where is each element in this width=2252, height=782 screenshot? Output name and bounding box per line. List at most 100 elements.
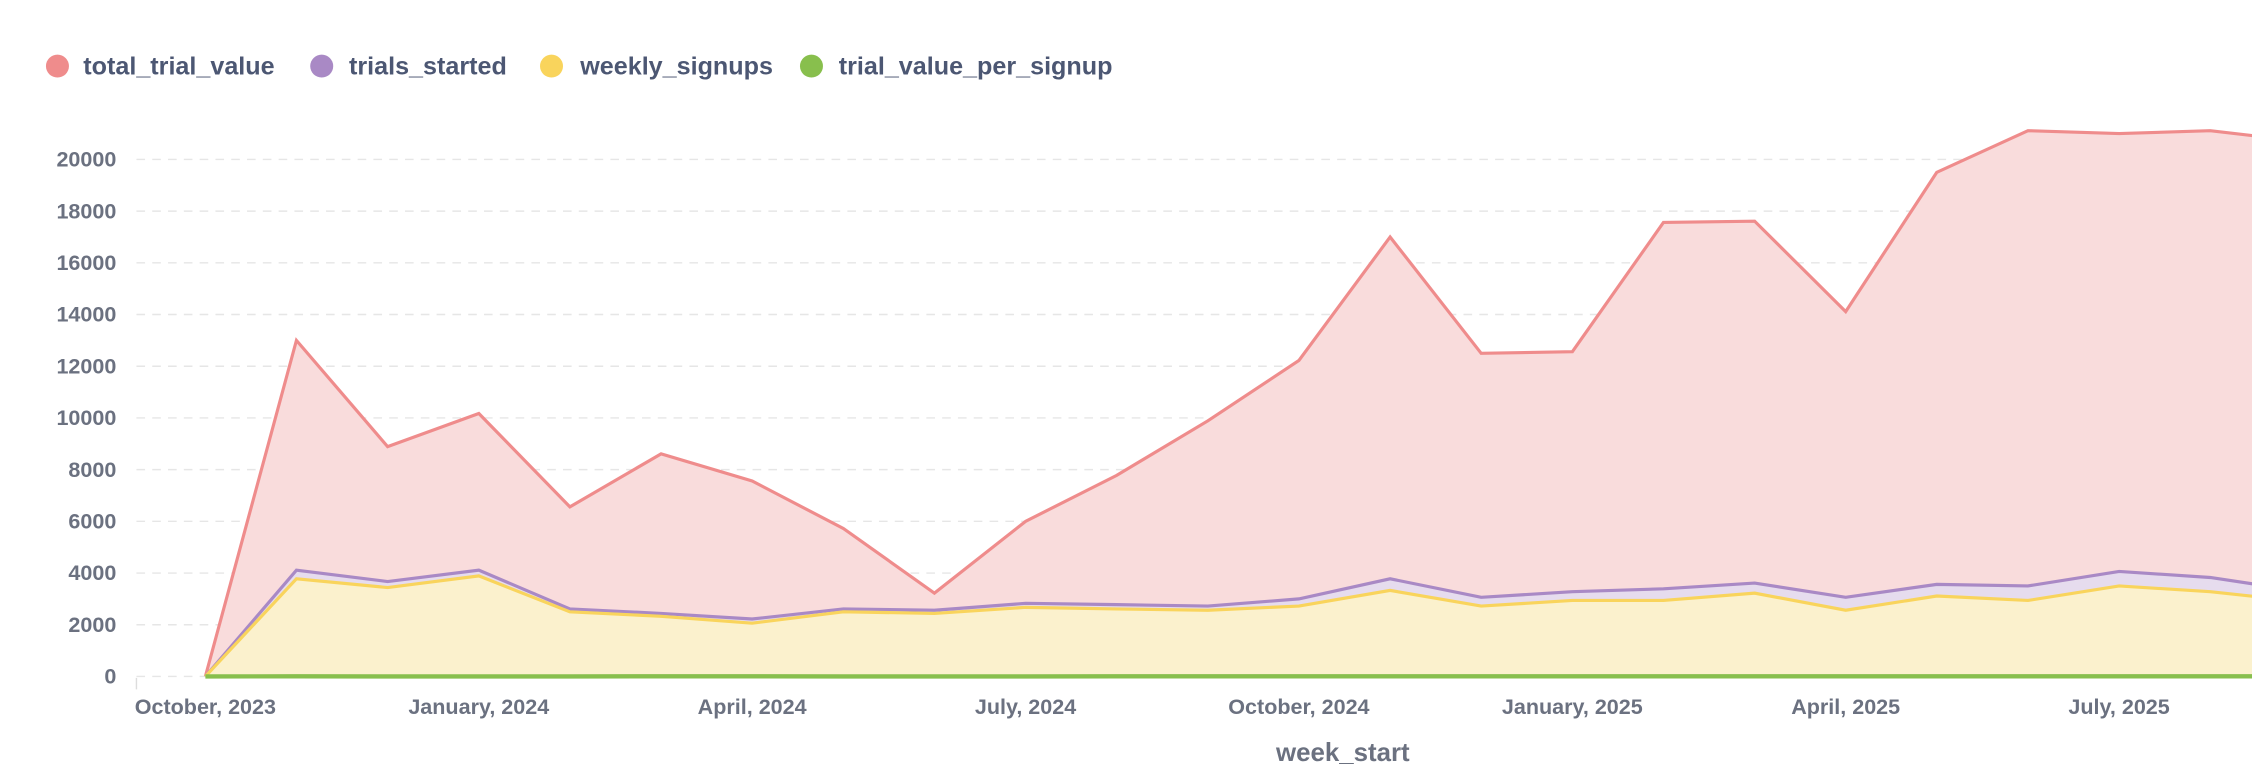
x-tick-label: October, 2024 xyxy=(1228,695,1369,719)
y-tick-label: 14000 xyxy=(56,303,116,327)
data-point[interactable] xyxy=(2204,572,2215,583)
data-point[interactable] xyxy=(1658,595,1669,606)
data-point[interactable] xyxy=(564,501,575,512)
data-point[interactable] xyxy=(1202,415,1213,426)
data-point[interactable] xyxy=(746,617,757,628)
x-tick-label: January, 2024 xyxy=(408,695,549,719)
data-point[interactable] xyxy=(473,570,484,581)
data-point[interactable] xyxy=(838,523,849,534)
series-line xyxy=(203,129,2252,677)
data-point[interactable] xyxy=(1931,167,1942,178)
data-point[interactable] xyxy=(1111,470,1122,481)
data-point[interactable] xyxy=(1384,573,1395,584)
series-trial-value-per-signup xyxy=(200,671,2252,682)
data-point[interactable] xyxy=(382,441,393,452)
y-tick-label: 10000 xyxy=(56,406,116,430)
data-point[interactable] xyxy=(200,671,211,682)
data-point[interactable] xyxy=(473,671,484,682)
data-point[interactable] xyxy=(1840,605,1851,616)
data-point[interactable] xyxy=(655,671,666,682)
data-point[interactable] xyxy=(1111,603,1122,614)
data-point[interactable] xyxy=(564,671,575,682)
data-point[interactable] xyxy=(1749,587,1760,598)
data-point[interactable] xyxy=(1202,605,1213,616)
data-point[interactable] xyxy=(2022,671,2033,682)
legend-dot-icon xyxy=(540,54,563,78)
data-point[interactable] xyxy=(291,573,302,584)
data-point[interactable] xyxy=(1749,577,1760,588)
legend-label: trials_started xyxy=(349,53,507,81)
data-point[interactable] xyxy=(2113,580,2124,591)
y-tick-label: 0 xyxy=(104,665,116,689)
legend-item-trials-started[interactable]: trials_started xyxy=(310,53,507,81)
data-point[interactable] xyxy=(1567,671,1578,682)
data-point[interactable] xyxy=(1840,306,1851,317)
data-point[interactable] xyxy=(2022,580,2033,591)
data-point[interactable] xyxy=(1567,346,1578,357)
data-point[interactable] xyxy=(1840,671,1851,682)
x-axis: October, 2023 January, 2024 April, 2024 Jul… xyxy=(135,695,2170,719)
data-point[interactable] xyxy=(929,671,940,682)
y-tick-label: 6000 xyxy=(68,510,116,534)
data-point[interactable] xyxy=(1749,671,1760,682)
data-point[interactable] xyxy=(655,448,666,459)
x-tick-label: April, 2024 xyxy=(698,695,807,719)
data-point[interactable] xyxy=(382,671,393,682)
data-point[interactable] xyxy=(1567,595,1578,606)
data-point[interactable] xyxy=(1475,348,1486,359)
data-point[interactable] xyxy=(838,671,849,682)
data-point[interactable] xyxy=(2204,586,2215,597)
data-point[interactable] xyxy=(382,582,393,593)
data-point[interactable] xyxy=(1293,600,1304,611)
data-point[interactable] xyxy=(929,587,940,598)
data-point[interactable] xyxy=(291,671,302,682)
legend-item-weekly-signups[interactable]: weekly_signups xyxy=(540,53,773,81)
data-point[interactable] xyxy=(1384,585,1395,596)
data-point[interactable] xyxy=(1658,217,1669,228)
x-tick-label: October, 2023 xyxy=(135,695,276,719)
x-axis-title: week_start xyxy=(1275,739,1410,767)
y-tick-label: 18000 xyxy=(56,199,116,223)
data-point[interactable] xyxy=(746,475,757,486)
series-line xyxy=(204,568,2252,678)
data-point[interactable] xyxy=(1658,583,1669,594)
data-point[interactable] xyxy=(2113,671,2124,682)
data-point[interactable] xyxy=(1931,671,1942,682)
data-point[interactable] xyxy=(929,608,940,619)
data-point[interactable] xyxy=(838,606,849,617)
data-point[interactable] xyxy=(1293,671,1304,682)
data-point[interactable] xyxy=(2113,566,2124,577)
data-point[interactable] xyxy=(1202,671,1213,682)
data-point[interactable] xyxy=(564,606,575,617)
data-point[interactable] xyxy=(1931,579,1942,590)
data-point[interactable] xyxy=(1749,215,1760,226)
data-point[interactable] xyxy=(1384,671,1395,682)
series-area xyxy=(205,575,2252,677)
data-point[interactable] xyxy=(1020,602,1031,613)
data-point[interactable] xyxy=(1658,671,1669,682)
y-axis: 0 2000 4000 6000 8000 10000 12000 14000 16000 180… xyxy=(56,148,138,690)
data-point[interactable] xyxy=(746,671,757,682)
data-point[interactable] xyxy=(1111,671,1122,682)
data-point[interactable] xyxy=(2204,671,2215,682)
data-point[interactable] xyxy=(655,610,666,621)
data-point[interactable] xyxy=(2022,125,2033,136)
data-point[interactable] xyxy=(2113,128,2124,139)
legend-item-total-trial-value[interactable]: total_trial_value xyxy=(45,53,275,81)
data-point[interactable] xyxy=(1020,671,1031,682)
y-tick-label: 12000 xyxy=(56,354,116,378)
legend-item-trial-value-per-signup[interactable]: trial_value_per_signup xyxy=(799,53,1112,81)
data-point[interactable] xyxy=(1475,600,1486,611)
data-point[interactable] xyxy=(1840,592,1851,603)
series-weekly-signups xyxy=(204,570,2252,678)
data-point[interactable] xyxy=(1384,231,1395,242)
data-point[interactable] xyxy=(1475,671,1486,682)
series-line xyxy=(204,574,2252,678)
data-point[interactable] xyxy=(291,335,302,346)
data-point[interactable] xyxy=(473,408,484,419)
data-point[interactable] xyxy=(1020,516,1031,527)
data-point[interactable] xyxy=(2204,125,2215,136)
data-point[interactable] xyxy=(1931,590,1942,601)
data-point[interactable] xyxy=(2022,595,2033,606)
data-point[interactable] xyxy=(1293,355,1304,366)
